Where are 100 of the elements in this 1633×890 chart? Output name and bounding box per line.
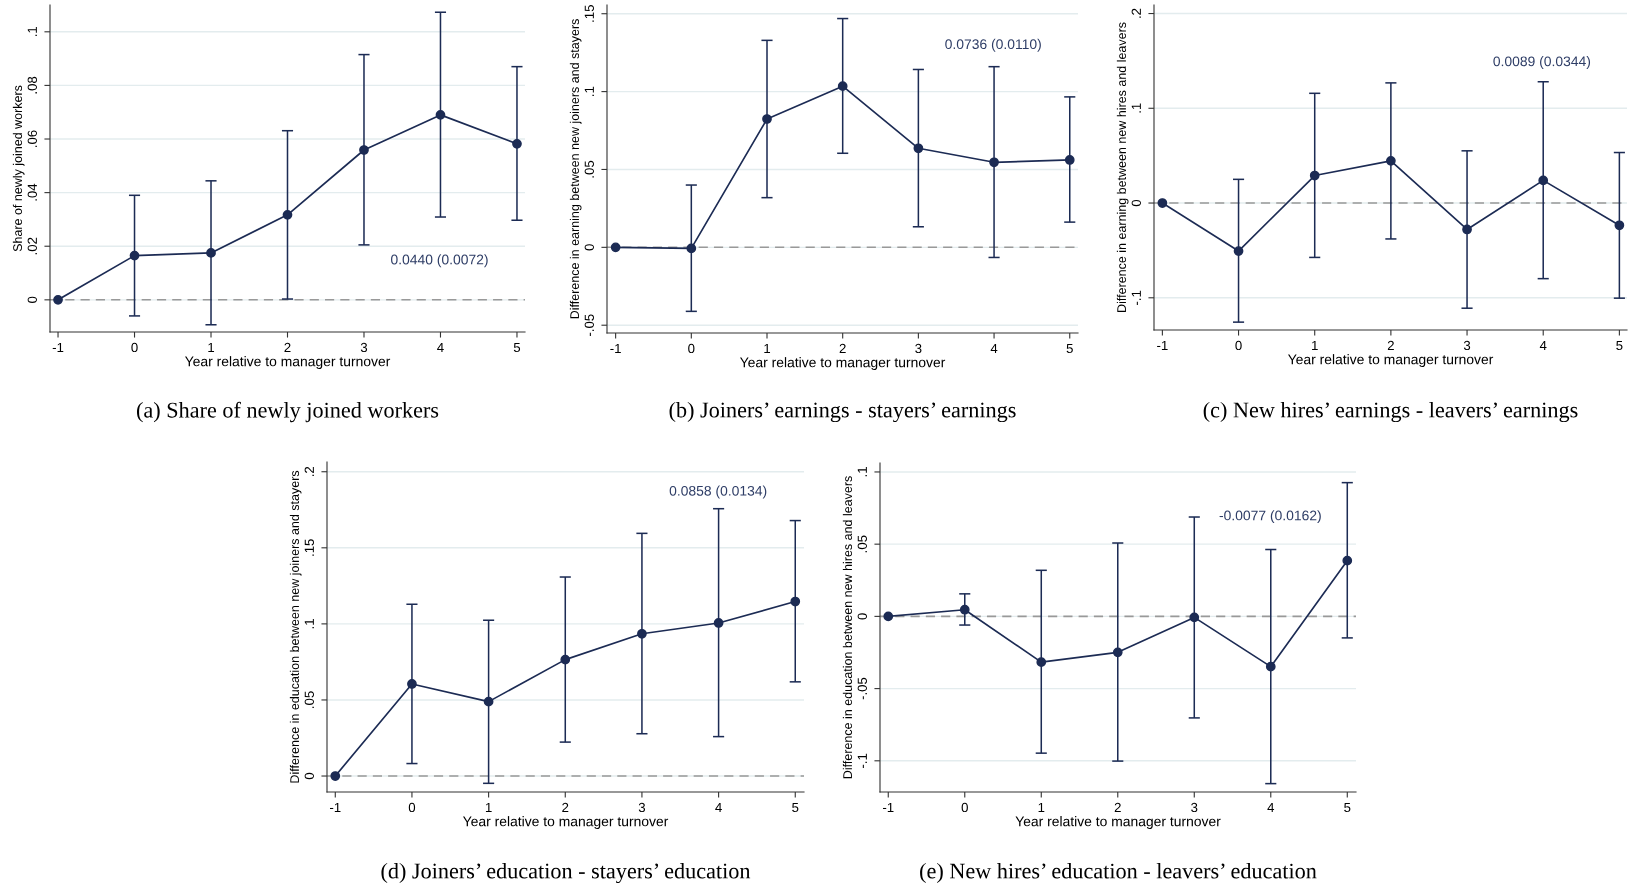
- x-tick-label: -1: [1157, 340, 1168, 350]
- y-tick-label: .06: [27, 130, 37, 147]
- point: [1614, 220, 1625, 231]
- point: [512, 138, 522, 149]
- y-tick-label: .08: [27, 76, 37, 94]
- x-tick-label: 2: [1114, 802, 1121, 812]
- y-tick-label: 0: [304, 772, 314, 780]
- x-tick-label: 0: [131, 342, 138, 353]
- x-tick-label: 2: [1387, 340, 1394, 350]
- x-tick-label: 3: [1463, 340, 1471, 351]
- x-tick-label: -1: [52, 342, 64, 352]
- x-axis-title: Year relative to manager turnover: [185, 356, 391, 370]
- x-tick-label: -1: [882, 802, 894, 812]
- point: [330, 771, 341, 781]
- point: [959, 604, 970, 615]
- x-tick-label: 4: [437, 342, 444, 352]
- point: [1342, 555, 1353, 566]
- y-tick-label: 0: [584, 244, 594, 251]
- text: (c) New hires’ earnings - leavers’ earnings: [1203, 401, 1578, 423]
- x-tick-label: 4: [990, 343, 998, 353]
- y-tick-label: 0: [27, 296, 37, 303]
- annotation: -0.0077 (0.0162): [1219, 510, 1321, 524]
- text: (e) New hires’ education - leavers’ education: [920, 862, 1317, 884]
- point: [1157, 198, 1168, 208]
- annotation: 0.0440 (0.0072): [391, 254, 488, 268]
- y-tick-label: .1: [857, 467, 867, 477]
- y-axis-title: Share of newly joined workers: [12, 85, 25, 252]
- x-axis-title: Year relative to manager turnover: [1015, 816, 1221, 830]
- y-axis-title: Difference in earning between new joiners and stayers: [569, 19, 582, 319]
- x-axis-title: Year relative to manager turnover: [463, 816, 669, 830]
- x-tick-label: 1: [485, 802, 492, 812]
- y-tick-label: .2: [304, 466, 314, 477]
- y-tick-label: .15: [584, 5, 594, 22]
- point: [1265, 661, 1276, 672]
- y-axis-title: Difference in earning between new hires and leavers: [1116, 22, 1129, 312]
- y-tick-label: .02: [27, 237, 37, 255]
- point: [435, 110, 446, 120]
- x-tick-label: 1: [1312, 340, 1318, 350]
- annotation: 0.0858 (0.0134): [669, 485, 767, 499]
- x-tick-label: 3: [1191, 802, 1198, 813]
- point: [913, 143, 924, 154]
- annotation: 0.0736 (0.0110): [945, 38, 1041, 52]
- x-tick-label: 5: [1066, 343, 1073, 354]
- x-tick-label: 2: [284, 342, 291, 352]
- y-axis-title: Difference in education between new hires and leavers: [842, 476, 853, 779]
- y-tick-label: .05: [857, 535, 867, 553]
- y-tick-label: .15: [304, 539, 314, 556]
- y-tick-label: .05: [304, 691, 314, 708]
- y-tick-label: -.1: [857, 753, 867, 768]
- point: [883, 611, 894, 622]
- point: [560, 654, 571, 665]
- x-tick-label: 3: [360, 342, 368, 353]
- x-tick-label: 1: [764, 343, 771, 353]
- point: [1386, 156, 1396, 166]
- point: [637, 628, 647, 639]
- point: [359, 145, 369, 155]
- point: [1112, 647, 1123, 658]
- y-tick-label: .2: [1131, 8, 1141, 18]
- point: [1233, 246, 1244, 256]
- x-tick-label: 1: [1038, 802, 1045, 812]
- point: [1309, 170, 1320, 181]
- x-tick-label: -1: [330, 802, 341, 812]
- y-tick-label: -.05: [584, 314, 594, 336]
- x-tick-label: 5: [792, 802, 799, 813]
- point: [790, 596, 801, 607]
- y-tick-label: .05: [584, 160, 594, 178]
- text: (b) Joiners’ earnings - stayers’ earnings: [669, 401, 1016, 423]
- y-tick-label: .1: [584, 86, 594, 96]
- x-axis-title: Year relative to manager turnover: [1288, 354, 1494, 368]
- x-tick-label: 5: [1616, 340, 1623, 351]
- point: [1189, 612, 1200, 623]
- y-axis-title: Difference in education between new joiners and stayers: [289, 470, 302, 783]
- point: [1064, 155, 1075, 165]
- x-tick-label: 0: [408, 802, 416, 813]
- point: [282, 210, 293, 220]
- point: [837, 81, 848, 92]
- x-tick-label: 2: [839, 343, 846, 353]
- point: [1462, 224, 1472, 235]
- point: [686, 243, 697, 254]
- point: [762, 114, 772, 124]
- y-tick-label: .1: [27, 26, 37, 37]
- point: [53, 294, 63, 305]
- x-tick-label: 3: [638, 802, 646, 813]
- x-tick-label: 4: [1539, 340, 1547, 350]
- x-tick-label: -1: [610, 343, 621, 353]
- x-tick-label: 2: [562, 802, 569, 812]
- x-tick-label: 0: [961, 802, 968, 813]
- x-axis-title: Year relative to manager turnover: [740, 357, 946, 371]
- text: (a) Share of newly joined workers: [136, 401, 439, 423]
- y-tick-label: .1: [304, 619, 314, 629]
- x-tick-label: 0: [688, 343, 695, 354]
- x-tick-label: 4: [1267, 802, 1275, 812]
- y-tick-label: 0: [857, 613, 867, 620]
- point: [610, 242, 621, 253]
- x-tick-label: 5: [513, 342, 521, 353]
- x-tick-label: 0: [1235, 340, 1242, 351]
- point: [407, 679, 417, 689]
- point: [206, 248, 216, 258]
- y-tick-label: .1: [1131, 103, 1141, 113]
- annotation: 0.0089 (0.0344): [1493, 56, 1591, 69]
